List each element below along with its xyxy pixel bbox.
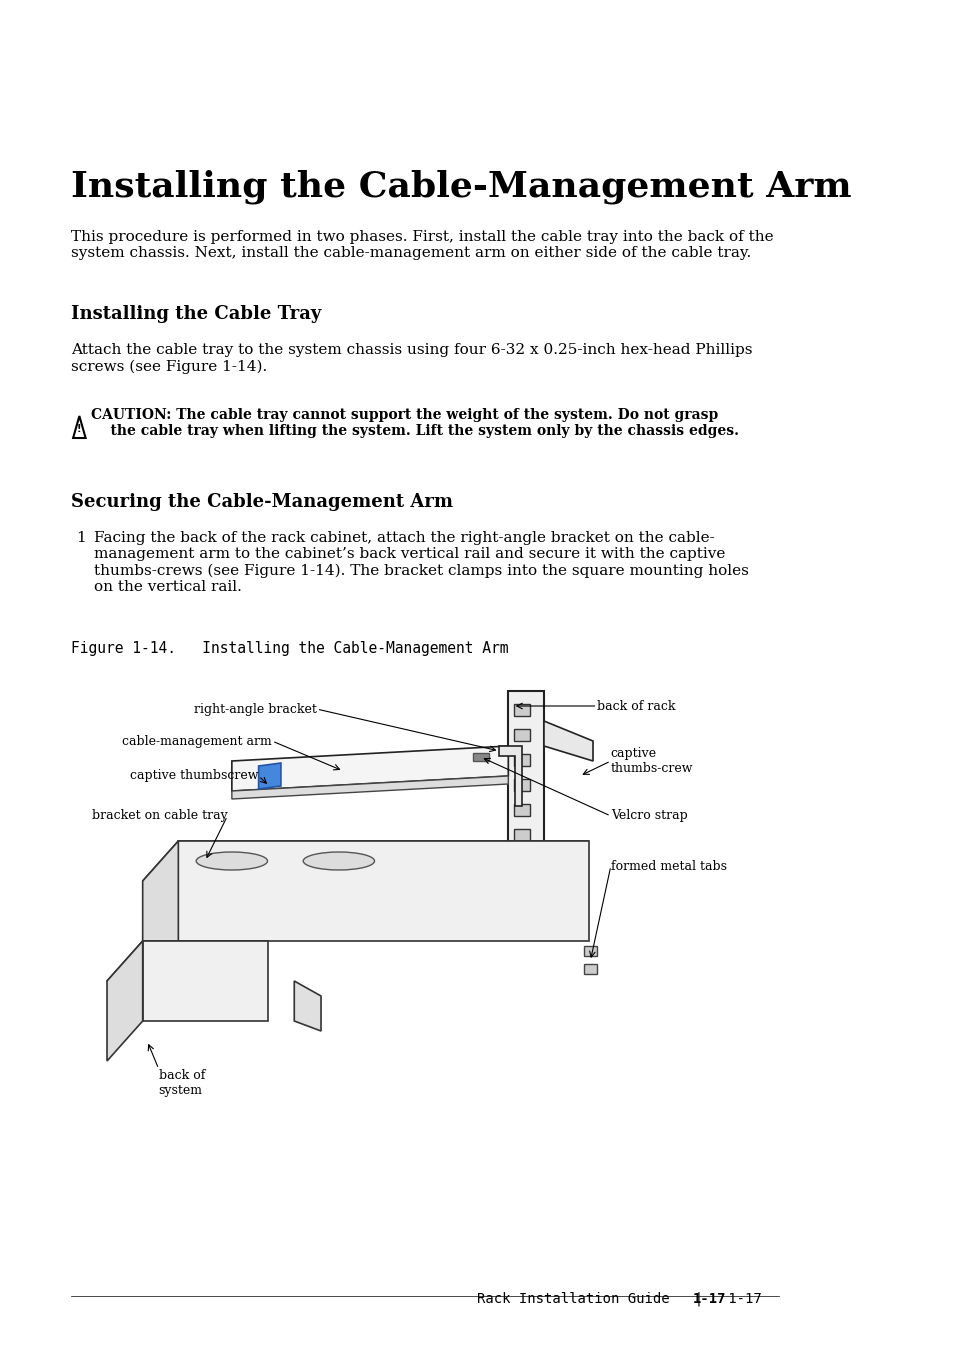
Text: !: !: [77, 424, 82, 434]
Text: captive
thumbs­crew: captive thumbs­crew: [610, 747, 693, 775]
Text: bracket on cable tray: bracket on cable tray: [91, 809, 227, 823]
Ellipse shape: [196, 852, 267, 870]
Text: Installing the Cable-Management Arm: Installing the Cable-Management Arm: [71, 170, 851, 204]
Polygon shape: [143, 842, 588, 881]
Bar: [513, 804, 529, 816]
Polygon shape: [178, 842, 588, 942]
Polygon shape: [498, 746, 521, 807]
Polygon shape: [232, 746, 508, 790]
Text: cable-management arm: cable-management arm: [122, 735, 272, 747]
Bar: [583, 946, 597, 957]
Bar: [513, 754, 529, 766]
Polygon shape: [232, 775, 508, 798]
Bar: [583, 965, 597, 974]
Text: 1-17: 1-17: [692, 1292, 725, 1306]
Polygon shape: [543, 721, 593, 761]
Text: Facing the back of the rack cabinet, attach the right-angle bracket on the cable: Facing the back of the rack cabinet, att…: [93, 531, 748, 594]
Bar: [513, 780, 529, 790]
Text: Rack Installation Guide   |   1-17: Rack Installation Guide | 1-17: [476, 1292, 760, 1306]
Bar: [513, 704, 529, 716]
Text: Velcro strap: Velcro strap: [610, 809, 687, 823]
Text: captive thumbscrew: captive thumbscrew: [130, 770, 258, 782]
Text: Securing the Cable-Management Arm: Securing the Cable-Management Arm: [71, 493, 453, 511]
Polygon shape: [143, 842, 178, 981]
Bar: [508, 690, 543, 881]
Text: 1: 1: [75, 531, 86, 544]
Text: This procedure is performed in two phases. First, install the cable tray into th: This procedure is performed in two phase…: [71, 230, 773, 261]
Bar: [472, 753, 488, 761]
Polygon shape: [107, 942, 143, 1061]
Text: back of
system: back of system: [158, 1069, 205, 1097]
Text: Attach the cable tray to the system chassis using four 6-32 x 0.25-inch hex-head: Attach the cable tray to the system chas…: [71, 343, 752, 374]
Polygon shape: [107, 942, 267, 981]
Text: Figure 1-14.   Installing the Cable-Management Arm: Figure 1-14. Installing the Cable-Manage…: [71, 640, 508, 657]
Polygon shape: [258, 763, 280, 789]
Text: right-angle bracket: right-angle bracket: [193, 703, 316, 716]
Ellipse shape: [303, 852, 375, 870]
Text: back of rack: back of rack: [597, 700, 676, 712]
Text: Installing the Cable Tray: Installing the Cable Tray: [71, 305, 321, 323]
Bar: [513, 730, 529, 740]
Text: formed metal tabs: formed metal tabs: [610, 859, 726, 873]
Polygon shape: [143, 942, 267, 1021]
Bar: [513, 830, 529, 842]
Polygon shape: [294, 981, 321, 1031]
Text: CAUTION: The cable tray cannot support the weight of the system. Do not grasp
  : CAUTION: The cable tray cannot support t…: [91, 408, 739, 438]
